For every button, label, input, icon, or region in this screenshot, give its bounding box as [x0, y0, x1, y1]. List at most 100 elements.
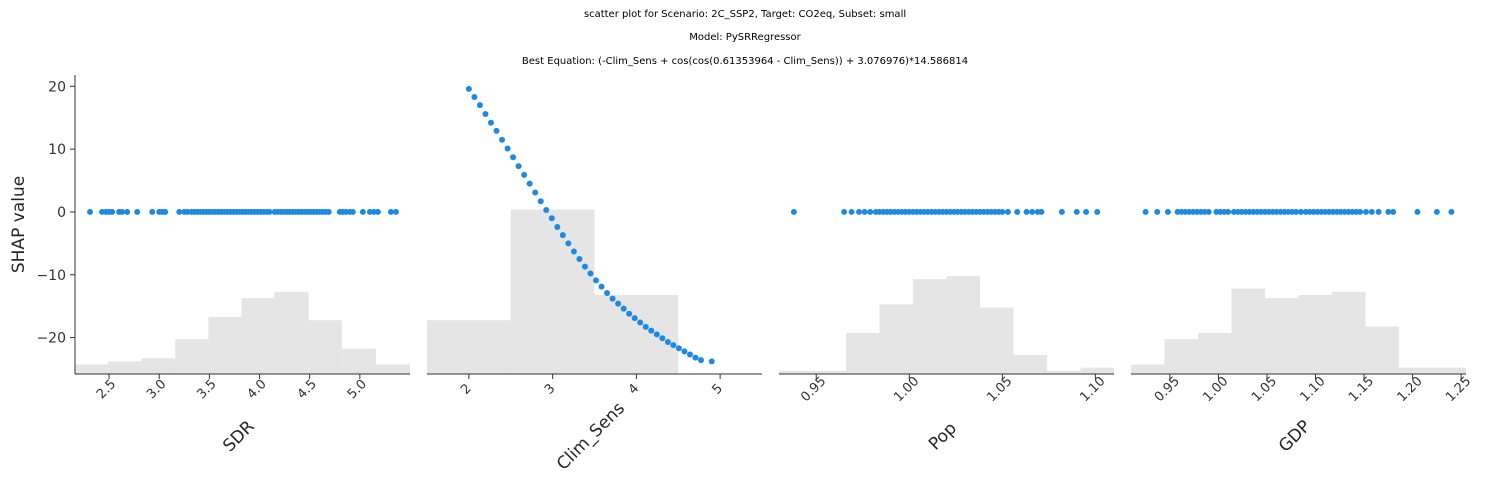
- scatter-point: [471, 93, 478, 100]
- scatter-point: [1142, 208, 1149, 215]
- scatter-point: [504, 145, 511, 152]
- scatter-point: [493, 127, 500, 134]
- histogram-bar: [108, 361, 142, 374]
- scatter-point: [387, 208, 394, 215]
- y-tick-label: 20: [48, 79, 66, 95]
- scatter-point: [325, 208, 332, 215]
- histogram-bar: [308, 320, 342, 374]
- scatter-point: [87, 208, 94, 215]
- x-tick-label: 3: [542, 381, 558, 397]
- histogram-bar: [241, 298, 275, 374]
- x-axis-label: Clim_Sens: [553, 398, 629, 474]
- scatter-point: [659, 335, 666, 342]
- scatter-point: [664, 338, 671, 345]
- histogram-layer: [75, 209, 1466, 374]
- histogram-bar: [913, 279, 947, 374]
- scatter-point: [266, 208, 273, 215]
- scatter-point: [349, 208, 356, 215]
- histogram-bar: [1013, 355, 1047, 374]
- x-tick-label: 1.15: [1346, 374, 1377, 405]
- histogram-bar: [946, 275, 980, 374]
- x-tick-label: 1.05: [1249, 374, 1280, 405]
- histogram-bar: [510, 209, 595, 374]
- scatter-point: [642, 323, 649, 330]
- x-tick-label: 4: [626, 381, 642, 397]
- histogram-bar: [375, 364, 410, 374]
- histogram-bar: [1047, 370, 1081, 374]
- points-layer: [87, 85, 1455, 365]
- scatter-point: [637, 319, 644, 326]
- histogram-bar: [1399, 367, 1433, 374]
- scatter-point: [1225, 208, 1232, 215]
- scatter-point: [1368, 208, 1375, 215]
- x-tick-label: 1.00: [891, 374, 922, 405]
- scatter-point: [620, 305, 627, 312]
- scatter-point: [615, 300, 622, 307]
- histogram-bar: [1365, 326, 1399, 374]
- scatter-point: [374, 208, 381, 215]
- scatter-point: [554, 224, 561, 231]
- x-tick-label: 2.5: [94, 377, 119, 402]
- y-axis-label: SHAP value: [9, 176, 29, 273]
- scatter-point: [359, 208, 366, 215]
- scatter-point: [1293, 208, 1300, 215]
- scatter-point: [790, 208, 797, 215]
- scatter-point: [1004, 208, 1011, 215]
- x-tick-label: 5.0: [345, 377, 370, 402]
- histogram-bar: [1164, 339, 1198, 374]
- scatter-point: [1390, 208, 1397, 215]
- scatter-point: [149, 208, 156, 215]
- scatter-point: [576, 256, 583, 263]
- x-axis-label: SDR: [219, 417, 259, 457]
- scatter-point: [532, 189, 539, 196]
- scatter-point: [570, 248, 577, 255]
- histogram-bar: [779, 370, 813, 374]
- chart-subtitle-equation: Best Equation: (-Clim_Sens + cos(cos(0.6…: [521, 56, 969, 67]
- scatter-point: [1205, 208, 1212, 215]
- x-tick-label: 1.10: [1297, 374, 1328, 405]
- scatter-point: [648, 327, 655, 334]
- scatter-point: [841, 208, 848, 215]
- scatter-point: [626, 310, 633, 317]
- scatter-point: [176, 208, 183, 215]
- x-tick-label: 4.0: [244, 377, 269, 402]
- scatter-point: [109, 208, 116, 215]
- x-tick-label: 0.95: [798, 374, 829, 405]
- scatter-point: [521, 171, 528, 178]
- histogram-bar: [141, 358, 176, 374]
- x-tick-label: 4.5: [295, 377, 320, 402]
- histogram-bar: [1332, 291, 1366, 374]
- scatter-point: [1385, 208, 1392, 215]
- scatter-point: [476, 102, 483, 109]
- x-tick-label: 0.95: [1152, 374, 1183, 405]
- y-tick-label: 0: [57, 205, 66, 221]
- histogram-bar: [1432, 367, 1466, 374]
- scatter-point: [1375, 208, 1382, 215]
- histogram-bar: [980, 307, 1014, 374]
- chart-title: scatter plot for Scenario: 2C_SSP2, Targ…: [583, 9, 907, 20]
- scatter-point: [482, 110, 489, 117]
- scatter-point: [565, 240, 572, 247]
- scatter-point: [653, 331, 660, 338]
- scatter-point: [1297, 208, 1304, 215]
- chart-subtitle-model: Model: PySRRegressor: [689, 32, 801, 43]
- histogram-bar: [1131, 364, 1165, 374]
- scatter-point: [134, 208, 141, 215]
- histogram-bar: [594, 294, 679, 374]
- histogram-bar: [1298, 294, 1332, 374]
- scatter-point: [1357, 208, 1364, 215]
- y-tick-label: 10: [48, 142, 66, 158]
- histogram-bar: [1231, 288, 1265, 374]
- scatter-point: [510, 154, 517, 161]
- scatter-point: [670, 342, 677, 349]
- histogram-bar: [1080, 367, 1114, 374]
- scatter-point: [598, 283, 605, 290]
- scatter-point: [499, 136, 506, 143]
- x-tick-label: 1.05: [984, 374, 1015, 405]
- x-tick-label: 1.20: [1395, 374, 1426, 405]
- scatter-point: [1083, 208, 1090, 215]
- histogram-bar: [1265, 298, 1299, 374]
- scatter-point: [861, 208, 868, 215]
- scatter-point: [587, 270, 594, 277]
- x-tick-label: 1.00: [1200, 374, 1231, 405]
